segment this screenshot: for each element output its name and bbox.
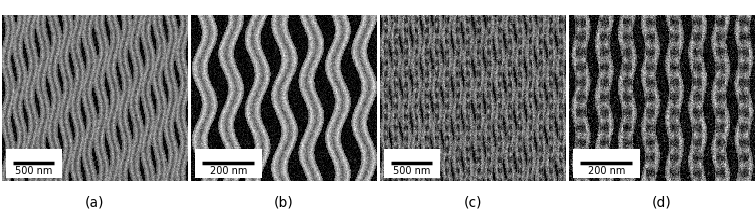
Text: (b): (b) [274, 195, 294, 209]
Text: 500 nm: 500 nm [393, 166, 430, 176]
Bar [6, 150, 61, 178]
Bar [195, 150, 262, 178]
Text: (a): (a) [85, 195, 104, 209]
Text: (d): (d) [652, 195, 672, 209]
Text: (c): (c) [463, 195, 482, 209]
Text: 200 nm: 200 nm [587, 166, 625, 176]
Text: 500 nm: 500 nm [15, 166, 52, 176]
Bar [573, 150, 640, 178]
Bar [384, 150, 439, 178]
Text: 200 nm: 200 nm [209, 166, 247, 176]
